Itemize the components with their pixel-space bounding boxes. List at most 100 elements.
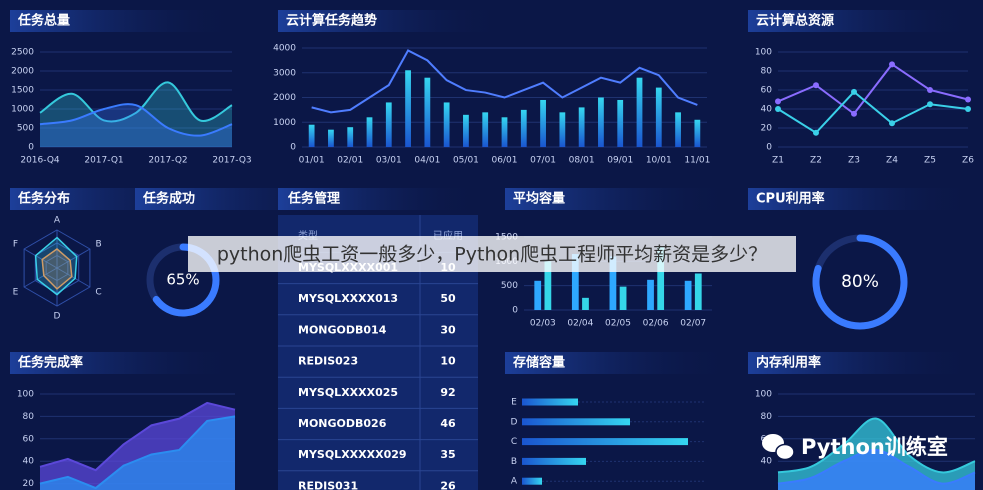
x-tick-label: Z2 xyxy=(810,156,822,166)
bar xyxy=(578,107,585,147)
radar-axis xyxy=(56,248,91,269)
gauge-value: 65% xyxy=(166,271,199,289)
panel-title: 任务成功 xyxy=(142,191,195,207)
panel-title: 云计算总资源 xyxy=(756,13,834,29)
bar xyxy=(501,117,508,147)
bar xyxy=(405,70,411,147)
line xyxy=(777,448,976,485)
radar-label: F xyxy=(13,240,18,250)
point xyxy=(775,98,781,105)
x-tick-label: 11/01 xyxy=(684,156,710,166)
table-cell: MYSQLXXXX025 xyxy=(298,386,398,399)
panel-title: 任务分布 xyxy=(17,191,70,207)
line xyxy=(39,81,233,123)
panel-title: 存储容量 xyxy=(513,355,565,371)
bar xyxy=(534,280,542,310)
table-cell: MONGODB014 xyxy=(298,323,387,336)
x-tick-label: Z3 xyxy=(848,156,860,166)
radar-label: E xyxy=(13,288,19,298)
bar xyxy=(540,99,546,147)
table-cell: 10 xyxy=(440,355,456,368)
x-tick-label: 01/01 xyxy=(299,156,325,166)
point xyxy=(813,82,819,89)
panel-title: 任务完成率 xyxy=(17,355,83,371)
y-tick-label: 80 xyxy=(23,412,35,422)
y-tick-label: 100 xyxy=(755,390,772,400)
panel-title: 任务管理 xyxy=(287,191,340,207)
bar xyxy=(522,438,688,446)
y-tick-label: D xyxy=(511,417,518,427)
bar xyxy=(463,114,469,147)
point xyxy=(851,88,857,95)
y-tick-label: 2500 xyxy=(11,48,34,58)
line xyxy=(777,417,976,474)
x-tick-label: 03/01 xyxy=(376,156,402,166)
y-tick-label: 500 xyxy=(501,281,518,291)
bar xyxy=(522,398,578,406)
x-tick-label: Z1 xyxy=(772,156,784,166)
panel-title: 内存利用率 xyxy=(756,355,821,371)
bar xyxy=(347,127,354,147)
point xyxy=(927,87,933,93)
y-tick-label: 20 xyxy=(761,124,773,134)
panel-title-bar xyxy=(505,352,730,374)
bar xyxy=(443,102,450,147)
wechat-icon xyxy=(775,443,795,461)
y-tick-label: 1000 xyxy=(273,118,296,128)
line xyxy=(777,90,969,135)
line xyxy=(311,49,698,114)
radar-axis xyxy=(56,267,91,288)
y-tick-label: 60 xyxy=(761,86,773,96)
bar xyxy=(647,279,654,310)
panel-title-bar xyxy=(748,10,973,32)
x-tick-label: Z4 xyxy=(886,156,898,166)
bar xyxy=(424,77,431,147)
y-tick-label: 0 xyxy=(766,143,772,153)
y-tick-label: 1000 xyxy=(11,105,34,115)
point xyxy=(965,96,971,103)
table-cell: 50 xyxy=(440,292,456,305)
point xyxy=(927,101,933,108)
panel-title-bar xyxy=(10,352,235,374)
bar xyxy=(655,87,662,147)
y-tick-label: 1500 xyxy=(11,86,34,96)
bar xyxy=(598,97,604,147)
bar xyxy=(559,112,566,147)
y-tick-label: 40 xyxy=(761,105,773,115)
radar-label: B xyxy=(95,240,101,250)
bar xyxy=(308,124,315,147)
point xyxy=(775,106,781,112)
x-tick-label: 02/01 xyxy=(337,156,363,166)
table-cell: MONGODB026 xyxy=(298,417,387,430)
gauge-value: 80% xyxy=(841,272,879,292)
bar xyxy=(694,119,701,147)
y-tick-label: 2000 xyxy=(11,67,34,77)
bar xyxy=(328,129,334,147)
bar xyxy=(636,77,643,147)
bar xyxy=(617,99,624,147)
y-tick-label: 500 xyxy=(17,124,34,134)
panel-title-bar xyxy=(505,188,730,210)
watermark: Python训练室 xyxy=(801,435,948,459)
overlay-bg xyxy=(188,236,796,272)
panel-title: CPU利用率 xyxy=(756,191,825,207)
table-cell: REDIS031 xyxy=(298,479,358,490)
y-tick-label: 0 xyxy=(28,143,34,153)
bar xyxy=(619,286,627,310)
area xyxy=(778,449,975,490)
bar xyxy=(482,112,489,147)
gauge-arc xyxy=(812,234,908,330)
bar xyxy=(522,477,542,485)
point xyxy=(851,110,857,117)
y-tick-label: E xyxy=(511,398,517,408)
y-tick-label: 40 xyxy=(761,457,773,467)
x-tick-label: 04/01 xyxy=(414,156,440,166)
table-cell: 26 xyxy=(440,479,456,490)
panel-title: 任务总量 xyxy=(17,13,70,29)
x-tick-label: 2017-Q3 xyxy=(212,156,251,166)
line xyxy=(39,103,233,137)
panel-title-bar xyxy=(748,188,973,210)
panel-title: 云计算任务趋势 xyxy=(286,13,377,29)
